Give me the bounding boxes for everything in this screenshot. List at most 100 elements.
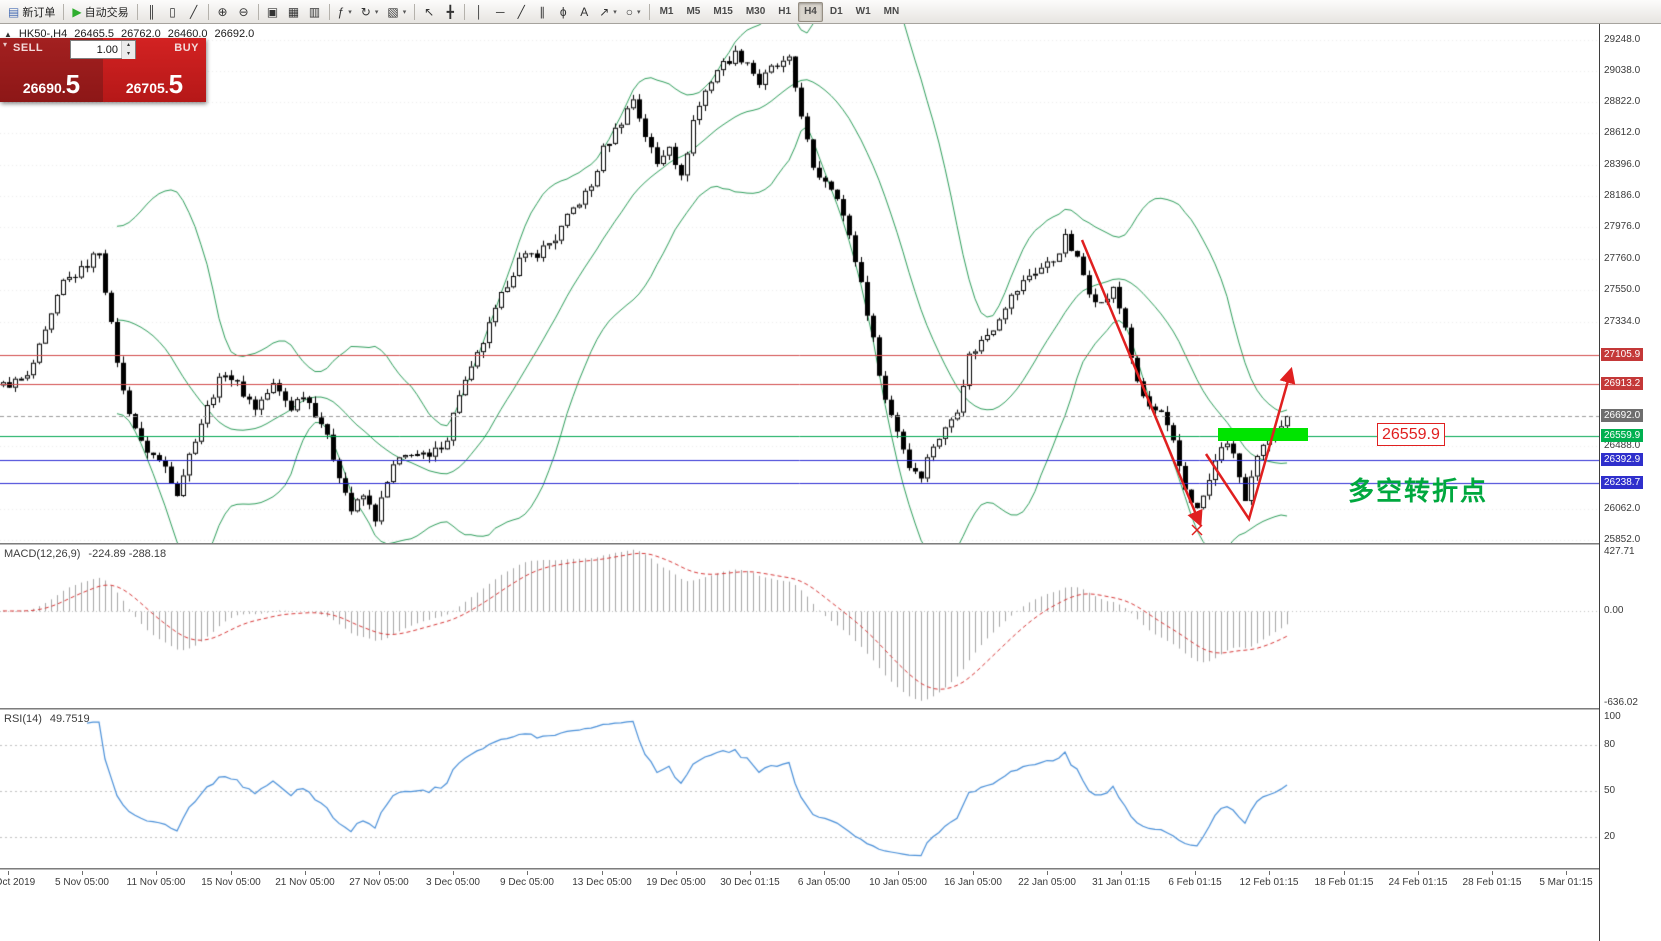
chart-line-icon: ╱	[189, 4, 198, 19]
time-tick-label: 6 Jan 05:00	[797, 877, 851, 888]
toolbar-tf-m30[interactable]: M30	[740, 2, 771, 22]
toolbar-periods[interactable]: ↻ ▾	[357, 2, 383, 22]
toolbar-chart-bars[interactable]: ║	[142, 2, 162, 22]
tf-m5-label: M5	[686, 6, 701, 17]
toolbar-separator	[207, 3, 209, 20]
rsi-panel-canvas[interactable]	[0, 710, 1599, 868]
time-tick-label: 24 Feb 01:15	[1388, 877, 1448, 888]
time-tick-label: 15 Nov 05:00	[201, 877, 261, 888]
rsi-axis-label: 80	[1604, 738, 1616, 750]
time-tick	[82, 871, 83, 875]
toolbar-trendline[interactable]: ╱	[511, 2, 531, 22]
toolbar-crosshair[interactable]: ╋	[440, 2, 460, 22]
time-tick-label: 9 Dec 05:00	[500, 877, 554, 888]
tf-m15-label: M15	[713, 6, 733, 17]
toolbar-chart-candlesticks[interactable]: ▯	[163, 2, 183, 22]
tf-h4-label: H4	[804, 6, 817, 17]
toolbar-new-order[interactable]: ▤ 新订单	[4, 2, 59, 22]
volume-up-button[interactable]: ▴	[122, 41, 135, 50]
time-tick-label: 6 Feb 01:15	[1168, 877, 1222, 888]
time-tick-label: 30 Oct 2019	[0, 877, 36, 888]
volume-input[interactable]	[71, 41, 121, 58]
equidistant-channel-icon: ∥	[539, 4, 546, 19]
toolbar-tf-m15[interactable]: M15	[707, 2, 738, 22]
toolbar-shape-objects[interactable]: ○ ▾	[622, 2, 645, 22]
macd-rsi-separator[interactable]	[0, 708, 1661, 710]
rsi-axis-label: 20	[1604, 831, 1616, 843]
price-tick-label: 27976.0	[1604, 221, 1641, 233]
toolbar-separator	[648, 3, 650, 20]
toolbar-indicators[interactable]: ƒ ▾	[334, 2, 356, 22]
toolbar-vertical-line[interactable]: │	[469, 2, 489, 22]
chevron-down-icon[interactable]: ▾	[613, 8, 617, 16]
chevron-down-icon[interactable]: ▾	[637, 8, 641, 16]
price-tick-label: 29248.0	[1604, 33, 1641, 45]
toolbar-autotrading[interactable]: ▶ 自动交易	[68, 2, 132, 22]
toolbar-tf-mn[interactable]: MN	[878, 2, 906, 22]
toolbar-arrow-objects[interactable]: ↗ ▾	[595, 2, 621, 22]
shape-objects-icon: ○	[625, 4, 634, 19]
price-tick-label: 28396.0	[1604, 159, 1641, 171]
time-tick	[824, 871, 825, 875]
cursor-icon: ↖	[424, 4, 435, 19]
price-level-badge: 26559.9	[1601, 428, 1644, 442]
main-macd-separator[interactable]	[0, 543, 1661, 545]
time-tick	[1492, 871, 1493, 875]
toolbar-cursor[interactable]: ↖	[419, 2, 439, 22]
time-tick-label: 19 Dec 05:00	[646, 877, 706, 888]
turning-point-annotation[interactable]: 多空转折点	[1348, 476, 1489, 506]
toolbar-tf-w1[interactable]: W1	[850, 2, 877, 22]
indicators-icon: ƒ	[337, 4, 345, 19]
time-tick	[602, 871, 603, 875]
chevron-down-icon[interactable]: ▾	[374, 8, 379, 16]
text-label-icon: A	[580, 4, 589, 19]
toolbar-chart-line[interactable]: ╱	[184, 2, 204, 22]
cascade-windows-icon: ▦	[287, 4, 300, 19]
macd-panel-canvas[interactable]	[0, 545, 1599, 708]
price-tick-label: 27334.0	[1604, 315, 1641, 327]
main-chart-canvas[interactable]	[0, 24, 1599, 543]
toolbar-separator	[464, 3, 466, 20]
toolbar-tile-windows[interactable]: ▣	[263, 2, 283, 22]
toolbar-tf-m5[interactable]: M5	[680, 2, 706, 22]
toolbar-separator	[328, 3, 330, 20]
templates-icon: ▧	[387, 4, 399, 19]
volume-down-button[interactable]: ▾	[122, 50, 135, 59]
rsi-timeaxis-separator[interactable]	[0, 868, 1661, 870]
time-tick	[156, 871, 157, 875]
collapse-icon[interactable]: ▾	[3, 40, 8, 49]
time-tick	[676, 871, 677, 875]
open-value: 26465.5	[74, 28, 114, 40]
time-tick-label: 22 Jan 05:00	[1018, 877, 1076, 888]
time-tick-label: 30 Dec 01:15	[720, 877, 780, 888]
toolbar-tf-h1[interactable]: H1	[772, 2, 797, 22]
toolbar-tf-d1[interactable]: D1	[824, 2, 849, 22]
toolbar-templates[interactable]: ▧ ▾	[383, 2, 410, 22]
toolbar-zoom-in[interactable]: ⊕	[213, 2, 233, 22]
toolbar-horizontal-line[interactable]: ─	[490, 2, 510, 22]
toolbar-tf-h4[interactable]: H4	[798, 1, 823, 22]
time-tick	[898, 871, 899, 875]
toolbar-arrange-windows[interactable]: ▥	[305, 2, 325, 22]
chart-candlesticks-icon: ▯	[169, 4, 176, 19]
price-annotation-label[interactable]: 26559.9	[1377, 423, 1445, 446]
price-axis[interactable]: 29248.0 29038.0 28822.0 28612.0 28396.0 28186…	[1599, 24, 1661, 941]
toolbar-tf-m1[interactable]: M1	[654, 2, 680, 22]
time-tick-label: 28 Feb 01:15	[1462, 877, 1522, 888]
autotrading-icon: ▶	[72, 4, 82, 19]
toolbar-equidistant-channel[interactable]: ∥	[532, 2, 552, 22]
time-tick	[305, 871, 306, 875]
toolbar-cascade-windows[interactable]: ▦	[284, 2, 304, 22]
toolbar-zoom-out[interactable]: ⊖	[234, 2, 254, 22]
chevron-down-icon[interactable]: ▾	[402, 8, 407, 16]
price-tick-label: 28612.0	[1604, 127, 1641, 139]
time-axis[interactable]: 30 Oct 2019 5 Nov 05:00 11 Nov 05:00 15 Nov…	[0, 870, 1599, 900]
time-tick-label: 13 Dec 05:00	[572, 877, 632, 888]
new-order-label: 新订单	[22, 6, 56, 19]
volume-spinner: ▴ ▾	[121, 41, 135, 59]
chevron-down-icon[interactable]: ▾	[348, 8, 352, 16]
toolbar-fibonacci[interactable]: ϕ	[553, 2, 573, 22]
price-level-badge: 26392.9	[1601, 453, 1644, 467]
toolbar-text-label[interactable]: A	[574, 2, 594, 22]
